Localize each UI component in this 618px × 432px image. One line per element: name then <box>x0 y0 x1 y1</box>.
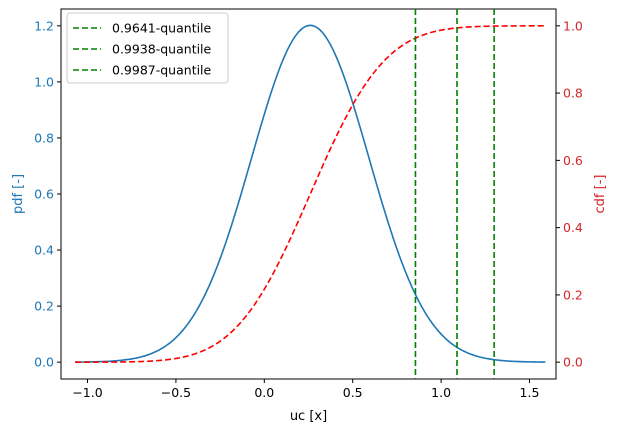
y-right-tick-label: 0.2 <box>563 287 583 302</box>
x-tick-label: 1.5 <box>520 385 540 400</box>
series-layer <box>75 24 546 363</box>
series-pdf-line <box>75 24 546 363</box>
legend: 0.9641-quantile 0.9938-quantile 0.9987-qua… <box>66 12 229 84</box>
y-right-tick-label: 0.0 <box>563 355 583 370</box>
quantile-lines <box>414 9 495 379</box>
y-left-tick-label: 0.8 <box>34 130 54 145</box>
y-left-tick-label: 0.4 <box>34 243 54 258</box>
y-left-tick-label: 0.0 <box>34 355 54 370</box>
y-right-tick-label: 0.4 <box>563 220 583 235</box>
y-axis-left-label: pdf [-] <box>11 174 26 214</box>
legend-label: 0.9641-quantile <box>112 21 212 36</box>
y-axis-left: 0.0 0.2 0.4 0.6 0.8 1.0 1.2 <box>34 18 61 370</box>
x-tick-label: 1.0 <box>431 385 451 400</box>
legend-label: 0.9987-quantile <box>112 63 212 78</box>
y-right-tick-label: 0.6 <box>563 153 583 168</box>
x-tick-label: −0.5 <box>161 385 191 400</box>
legend-items: 0.9641-quantile 0.9938-quantile 0.9987-qua… <box>73 21 212 78</box>
legend-label: 0.9938-quantile <box>112 42 212 57</box>
x-axis: −1.0 −0.5 0.0 0.5 1.0 1.5 <box>72 379 539 400</box>
x-tick-label: 0.0 <box>254 385 274 400</box>
x-tick-label: 0.5 <box>343 385 363 400</box>
y-right-tick-label: 0.8 <box>563 86 583 101</box>
y-right-tick-label: 1.0 <box>563 18 583 33</box>
x-axis-label: uc [x] <box>290 409 327 424</box>
y-axis-right: 0.0 0.2 0.4 0.6 0.8 1.0 <box>556 18 583 370</box>
legend-box <box>66 12 229 84</box>
y-left-tick-label: 0.6 <box>34 187 54 202</box>
y-left-tick-label: 0.2 <box>34 299 54 314</box>
series-cdf-line <box>75 25 546 363</box>
y-axis-right-label: cdf [-] <box>593 175 608 214</box>
x-tick-label: −1.0 <box>72 385 102 400</box>
y-left-tick-label: 1.2 <box>34 18 54 33</box>
y-left-tick-label: 1.0 <box>34 74 54 89</box>
